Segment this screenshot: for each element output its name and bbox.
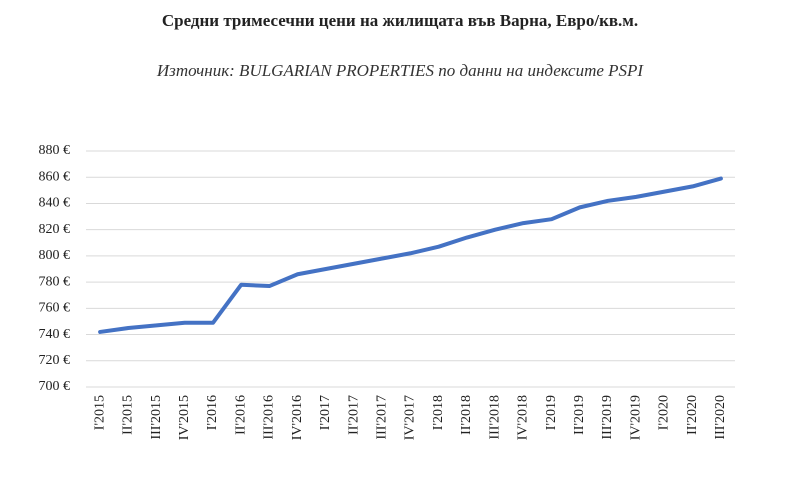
x-tick-label: IV'2017 — [403, 395, 418, 440]
x-tick-label: II'2018 — [459, 395, 474, 435]
x-tick-label: II'2017 — [346, 395, 361, 435]
x-tick-label: I'2015 — [92, 395, 107, 430]
x-tick-label: I'2017 — [318, 395, 333, 430]
x-tick-label: I'2020 — [657, 395, 672, 430]
y-tick-label: 820 € — [39, 222, 71, 237]
x-tick-label: IV'2016 — [290, 395, 305, 440]
y-tick-label: 800 € — [39, 248, 71, 263]
x-tick-label: III'2018 — [487, 395, 502, 440]
y-tick-label: 740 € — [39, 327, 71, 342]
chart-title: Средни тримесечни цени на жилищата във В… — [162, 11, 638, 30]
x-tick-label: III'2020 — [713, 395, 728, 440]
x-tick-label: III'2017 — [375, 395, 390, 440]
y-tick-label: 880 € — [39, 143, 71, 158]
y-tick-label: 700 € — [39, 379, 71, 394]
x-tick-label: IV'2019 — [628, 395, 643, 440]
x-tick-label: III'2015 — [149, 395, 164, 440]
x-tick-label: II'2016 — [233, 395, 248, 435]
x-tick-label: II'2015 — [121, 395, 136, 435]
x-tick-label: III'2019 — [600, 395, 615, 440]
y-tick-label: 760 € — [39, 301, 71, 316]
y-tick-label: 780 € — [39, 274, 71, 289]
x-tick-label: III'2016 — [262, 395, 277, 440]
x-tick-label: IV'2015 — [177, 395, 192, 440]
y-tick-label: 840 € — [39, 196, 71, 211]
x-tick-label: I'2016 — [205, 395, 220, 430]
x-tick-label: IV'2018 — [516, 395, 531, 440]
data-line — [98, 176, 723, 334]
y-tick-label: 860 € — [39, 169, 71, 184]
chart-subtitle: Източник: BULGARIAN PROPERTIES по данни … — [156, 61, 645, 80]
x-tick-label: II'2020 — [685, 395, 700, 435]
x-tick-label: I'2018 — [431, 395, 446, 430]
y-tick-label: 720 € — [39, 353, 71, 368]
x-tick-label: II'2019 — [572, 395, 587, 435]
x-tick-label: I'2019 — [544, 395, 559, 430]
